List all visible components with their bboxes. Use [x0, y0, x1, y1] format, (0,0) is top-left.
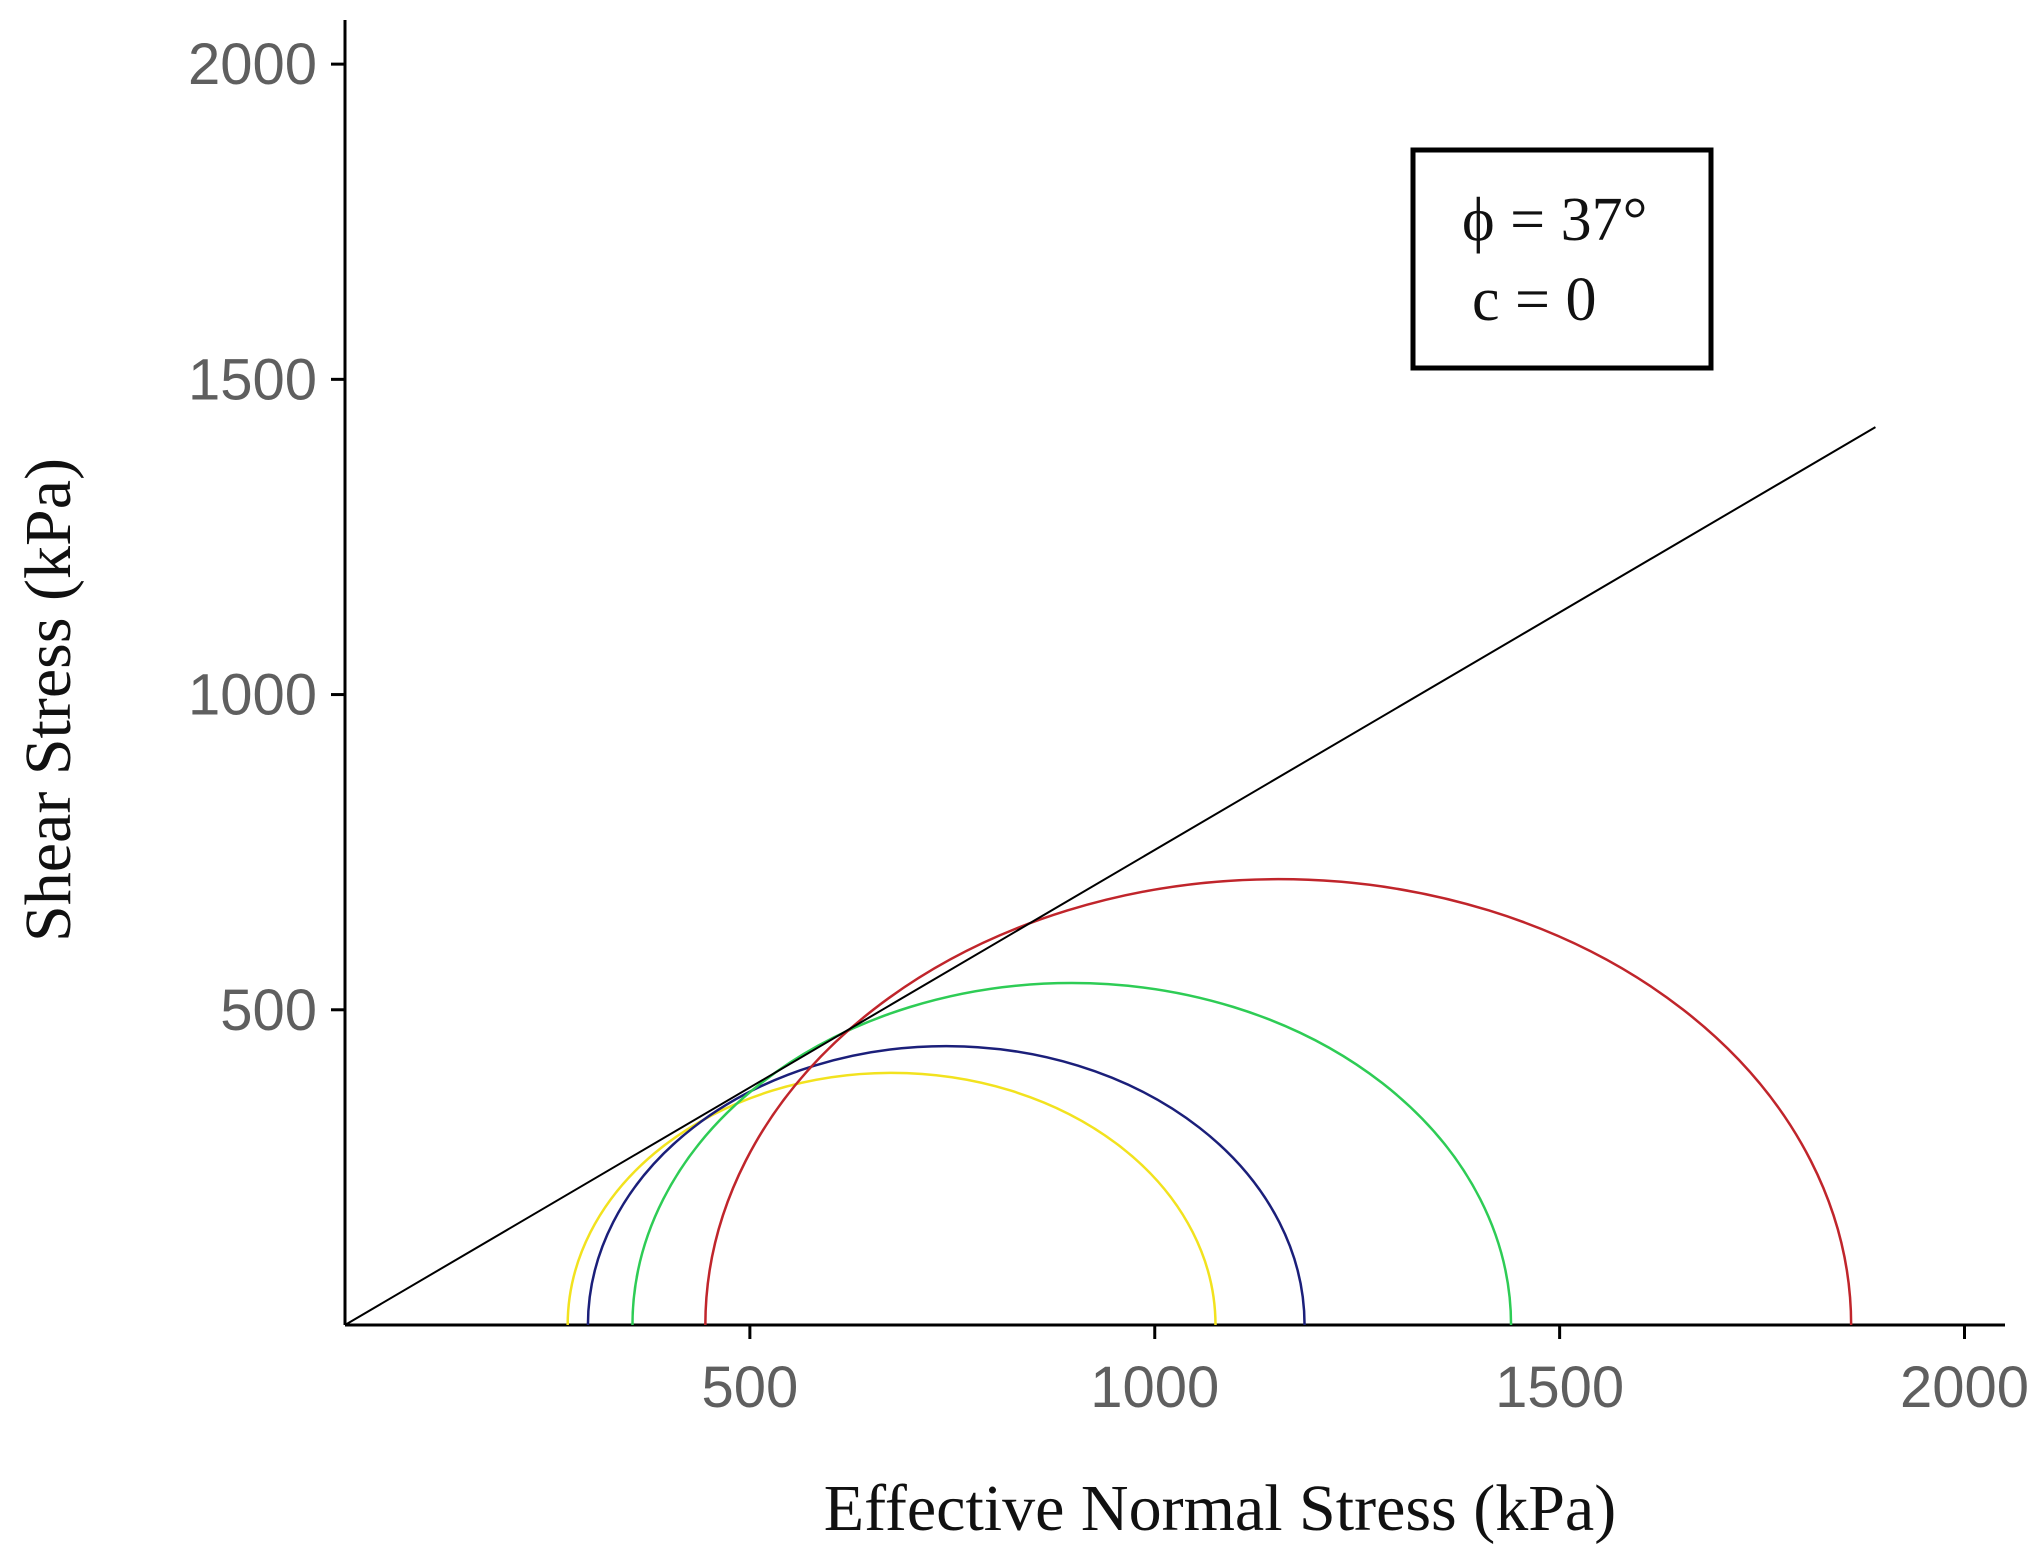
phi-annotation: ϕ = 37°	[1462, 186, 1647, 254]
x-tick-label: 500	[701, 1355, 798, 1420]
y-axis-ticks: 500 1000 1500 2000	[188, 32, 345, 1043]
x-tick-label: 2000	[1900, 1355, 2029, 1420]
x-tick-label: 1500	[1495, 1355, 1624, 1420]
y-tick-label: 500	[220, 978, 317, 1043]
x-axis-ticks: 500 1000 1500 2000	[701, 1325, 2029, 1420]
red-circle-arc	[704, 877, 1853, 1326]
failure-envelope-line	[344, 426, 1876, 1326]
x-tick-label: 1000	[1090, 1355, 1219, 1420]
navy-circle-arc	[586, 1045, 1306, 1326]
x-axis-title: Effective Normal Stress (kPa)	[824, 1472, 1616, 1545]
parameter-box-border	[1410, 147, 1714, 371]
parameter-box: ϕ = 37° c = 0	[1410, 147, 1714, 371]
cohesion-annotation: c = 0	[1472, 266, 1596, 334]
y-tick-label: 1000	[188, 663, 317, 728]
y-tick-label: 2000	[188, 32, 317, 97]
green-circle-arc	[631, 981, 1513, 1326]
yellow-circle-arc	[566, 1071, 1217, 1326]
y-axis-title: Shear Stress (kPa)	[12, 458, 85, 942]
mohr-circles	[566, 877, 1853, 1326]
y-tick-label: 1500	[188, 347, 317, 412]
